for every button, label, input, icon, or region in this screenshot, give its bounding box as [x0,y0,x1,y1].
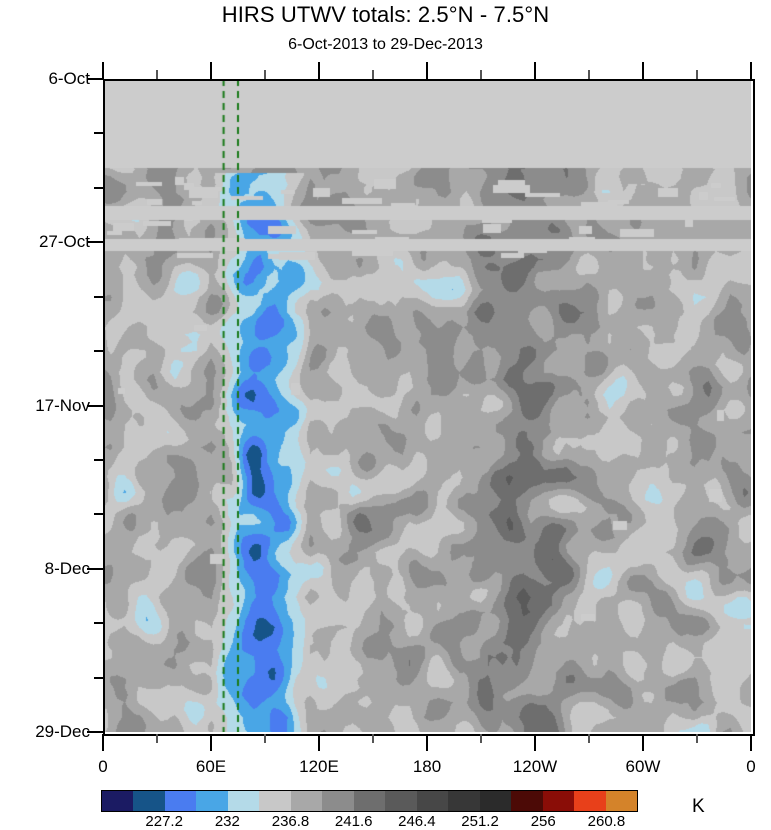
x-axis-minor-tick-top [480,70,482,79]
y-axis-major-tick [87,404,103,407]
x-axis-minor-tick-top [372,70,374,79]
y-axis-tick-label: 8-Dec [44,558,90,578]
page-title: HIRS UTWV totals: 2.5°N - 7.5°N [221,2,550,27]
x-axis-tick-label: 180 [412,757,442,776]
y-axis-minor-tick [94,458,103,461]
figure-subtitle: 6-Oct-2013 to 29-Dec-2013 [288,36,483,53]
x-axis-tick-label: 120E [299,757,339,776]
y-axis-minor-tick [94,676,103,679]
x-axis-minor-tick-top [156,70,158,79]
colorbar-tick-label: 260.8 [587,813,626,830]
x-axis-major-tick [426,734,428,751]
colorbar-segment [322,791,354,811]
x-axis-major-tick-top [750,62,752,79]
y-axis-minor-tick [94,513,103,516]
x-axis-tick-label: 60E [195,757,227,776]
x-axis-minor-tick [264,734,266,743]
colorbar-segment [542,791,575,811]
x-axis-major-tick-top [318,62,320,79]
x-axis-tick-label: 0 [98,757,108,776]
x-axis-minor-tick [588,734,590,743]
x-axis-major-tick-top [102,62,104,79]
x-axis-minor-tick [696,734,698,743]
colorbar-tick-label: 227.2 [145,813,183,830]
x-axis-major-tick-top [534,62,536,79]
y-axis-minor-tick [94,132,103,135]
colorbar-tick-label: 232 [214,813,240,830]
x-axis-tick-label: 0 [746,757,756,776]
colorbar-segment [479,791,512,811]
y-axis-major-tick [87,241,103,244]
y-axis-minor-tick [94,186,103,189]
hovmoller-plot-area [103,79,751,732]
colorbar-tick-label: 256 [530,813,556,830]
colorbar-unit-label: K [692,796,705,817]
x-axis-major-tick [642,734,644,751]
y-axis-tick-label: 6-Oct [48,69,90,88]
colorbar-segment [102,791,134,811]
colorbar-segment [385,791,417,811]
x-axis-major-tick-top [210,62,212,79]
x-axis-major-tick [750,734,752,751]
colorbar-tick-label: 241.6 [334,813,373,830]
x-axis-minor-tick-top [696,70,698,79]
x-axis-minor-tick-top [588,70,590,79]
x-axis-major-tick-top [642,62,644,79]
colorbar-segment [290,791,323,811]
colorbar-segment [448,791,480,811]
y-axis-tick-label: 17-Nov [35,395,90,415]
colorbar-tick-label: 251.2 [461,813,499,830]
colorbar-tick-label: 246.4 [398,813,436,830]
x-axis-major-tick [210,734,212,751]
y-axis-major-tick [87,78,103,80]
y-axis-tick-label: 29-Dec [35,722,90,741]
y-axis-tick-label: 27-Oct [38,232,90,252]
colorbar-segment [574,791,606,811]
y-axis-major-tick [87,731,103,733]
y-axis-minor-tick [94,295,103,298]
x-axis-tick-label: 120W [512,757,558,776]
colorbar-segment [133,791,165,811]
x-axis-major-tick [534,734,536,751]
colorbar-segment [353,791,386,811]
x-axis-minor-tick [480,734,482,743]
x-axis-minor-tick [372,734,374,743]
x-axis-minor-tick-top [264,70,266,79]
y-axis-labels: 6-Oct 27-Oct 17-Nov 8-Dec 29-Dec [0,0,90,830]
x-axis-major-tick-top [426,62,428,79]
y-axis-minor-tick [94,622,103,625]
colorbar-tick-label: 236.8 [271,813,310,830]
colorbar-segment [196,791,228,811]
y-axis-major-tick [87,567,103,570]
x-axis-major-tick [318,734,320,751]
colorbar-segment [416,791,449,811]
x-axis-minor-tick [156,734,158,743]
y-axis-minor-tick [94,350,103,353]
colorbar-segment [605,791,637,811]
colorbar-segment [227,791,260,811]
x-axis-major-tick [102,734,104,751]
x-axis-tick-label: 60W [625,757,661,776]
colorbar-segment [259,791,291,811]
hovmoller-canvas [103,79,751,732]
colorbar-segment [164,791,197,811]
colorbar-segment [511,791,543,811]
colorbar [101,790,638,812]
